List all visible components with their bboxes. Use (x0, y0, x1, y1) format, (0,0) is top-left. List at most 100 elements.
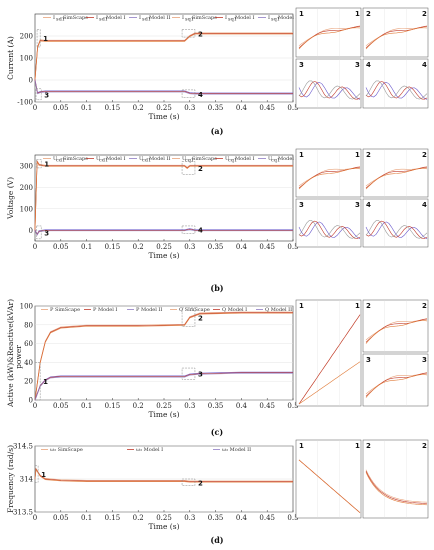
zoom-marker-label: 2 (198, 30, 203, 38)
zoom-marker-label: 1 (44, 161, 49, 169)
zoom-series-line (365, 374, 428, 398)
y-tick-label: 0 (29, 77, 33, 85)
zoom-series-line (298, 220, 361, 239)
y-tick-label: 100 (20, 303, 33, 311)
zoom-series-line (298, 168, 361, 190)
zoom-series-line (298, 80, 361, 100)
x-tick-label: 0 (33, 514, 37, 522)
x-tick-label: 0.25 (156, 402, 172, 410)
zoom-marker-label: 3 (44, 229, 49, 237)
plot-frame (34, 154, 294, 242)
zoom-series-line (365, 221, 428, 239)
x-tick-label: 0.5 (287, 514, 298, 522)
zoom-marker-label: 2 (198, 165, 203, 173)
zoom-inset-frame (295, 198, 362, 248)
y-tick-label: 80 (24, 321, 33, 329)
panel-label: (b) (210, 283, 223, 293)
x-tick-label: 0.4 (236, 104, 248, 112)
legend-label: U (139, 156, 143, 162)
legend-label: I (139, 15, 141, 21)
legend-label: Model I (235, 156, 254, 162)
zoom-inset-frame (295, 7, 362, 58)
zoom-inset-frame (362, 58, 429, 109)
zoom-series-line (298, 220, 361, 239)
zoom-inset-label: 1 (299, 442, 304, 450)
zoom-inset-label: 1 (299, 151, 304, 159)
legend-label: Model II (278, 15, 299, 21)
zoom-box (36, 159, 42, 169)
legend-subscript: cd1 (142, 158, 151, 164)
zoom-inset-frame (362, 7, 429, 58)
x-tick-label: 0.1 (81, 402, 92, 410)
zoom-inset-frame (295, 148, 362, 198)
legend-label: ω₂ SimScape (50, 447, 83, 453)
zoom-inset-frame (362, 439, 429, 519)
y-axis-label-2: power (14, 345, 23, 369)
zoom-inset-label-right: 3 (355, 201, 360, 209)
zoom-series-line (365, 27, 428, 50)
x-tick-label: 0.5 (287, 243, 298, 251)
y-tick-label: 100 (20, 55, 33, 63)
x-tick-label: 0.35 (208, 402, 224, 410)
x-tick-label: 0 (33, 104, 37, 112)
series-line (34, 80, 293, 95)
zoom-inset-label-right: 2 (422, 302, 427, 310)
zoom-series-line (298, 81, 361, 100)
zoom-inset-label-right: 3 (355, 61, 360, 69)
zoom-inset-label: 4 (366, 201, 371, 209)
panel-label: (d) (210, 535, 223, 545)
legend-label: ω₂ Model I (136, 447, 163, 453)
legend-label: I (53, 15, 55, 21)
y-tick-label: 20 (24, 378, 33, 386)
zoom-box (181, 307, 196, 327)
legend-label: ω₂ Model II (222, 447, 251, 453)
x-tick-label: 0.05 (53, 243, 69, 251)
legend-subscript: cq1 (228, 158, 237, 164)
zoom-inset-frame (362, 148, 429, 198)
chart-d: 313.5 314 314.5 0 0.05 0.1 0.15 0.2 0.25 0.3 0.35 0… (6, 439, 429, 545)
zoom-inset-label-right: 2 (422, 442, 427, 450)
legend-label: P Model II (136, 307, 162, 313)
zoom-series-line (365, 220, 428, 239)
legend-label: P SimScape (50, 307, 80, 313)
zoom-inset-label: 3 (299, 201, 304, 209)
legend-label: I (268, 15, 270, 21)
panel-label: (c) (211, 427, 224, 437)
zoom-box (181, 29, 196, 38)
y-tick-label: 313.5 (13, 509, 33, 517)
legend-label: Q Model I (222, 307, 247, 313)
x-tick-label: 0.2 (133, 402, 144, 410)
chart-c: 0 20 40 60 80 100 0 0.05 0.1 0.15 0.2 0.25 0.3 0.35 0.… (6, 299, 429, 437)
x-tick-label: 0.05 (53, 104, 69, 112)
zoom-series-line (365, 81, 428, 100)
x-tick-label: 0.4 (236, 514, 248, 522)
zoom-box (36, 225, 42, 240)
legend-label: U (182, 156, 186, 162)
zoom-series-line (298, 459, 361, 513)
series-line (34, 33, 293, 81)
legend-subscript: sq1 (271, 17, 280, 23)
panel-label: (a) (211, 126, 224, 136)
zoom-series-line (365, 472, 428, 506)
zoom-series-line (298, 27, 361, 50)
series-line (34, 372, 293, 401)
y-tick-label: 300 (20, 162, 33, 170)
legend-label: Model I (106, 15, 125, 21)
legend-label: U (96, 156, 100, 162)
x-tick-label: 0.5 (287, 402, 298, 410)
series-line (34, 79, 293, 94)
zoom-box (181, 89, 196, 98)
zoom-box (181, 161, 196, 175)
zoom-marker-label: 4 (198, 227, 203, 235)
legend-label: Model II (149, 156, 170, 162)
x-tick-label: 0.5 (287, 104, 298, 112)
zoom-inset-label: 1 (299, 10, 304, 18)
zoom-series-line (298, 361, 361, 405)
zoom-box (181, 367, 196, 380)
y-axis-label: Voltage (V) (6, 177, 15, 220)
